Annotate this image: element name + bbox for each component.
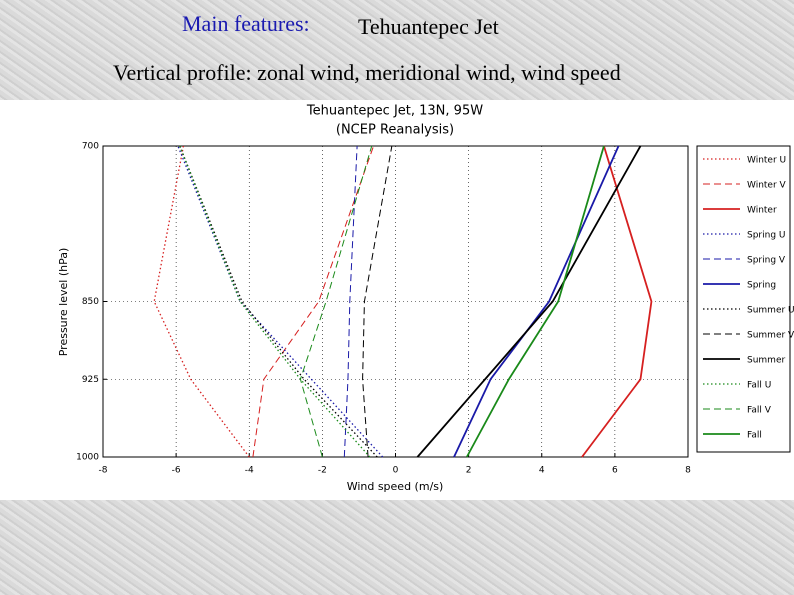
y-tick-label: 1000: [76, 453, 99, 463]
x-tick-label: 2: [466, 466, 472, 476]
legend-label: Summer: [747, 356, 785, 366]
series-line: [252, 145, 375, 458]
legend-box: [696, 145, 791, 453]
series-line: [153, 145, 250, 458]
plot-frame: [102, 145, 689, 458]
x-tick-label: -6: [172, 466, 181, 476]
chart-background: [0, 100, 794, 500]
x-tick-label: 4: [539, 466, 545, 476]
y-tick-label: 850: [82, 297, 99, 307]
x-tick-label: -8: [99, 466, 108, 476]
series-line: [299, 145, 373, 458]
legend-label: Winter U: [747, 156, 786, 166]
series-line: [179, 145, 371, 458]
x-tick-label: -2: [318, 466, 327, 476]
series-line: [179, 145, 378, 458]
series-line: [581, 145, 653, 458]
legend-label: Winter: [747, 206, 777, 216]
series-line: [466, 145, 605, 458]
heading-topic: Tehuantepec Jet: [358, 14, 499, 39]
legend-label: Spring: [747, 281, 776, 291]
legend-label: Spring V: [747, 256, 786, 266]
legend-label: Fall: [747, 431, 762, 441]
legend-label: Spring U: [747, 231, 786, 241]
legend-label: Fall V: [747, 406, 772, 416]
series-line: [416, 145, 642, 458]
series-line: [362, 145, 393, 458]
x-tick-label: -4: [245, 466, 254, 476]
y-tick-label: 925: [82, 375, 99, 385]
legend-label: Summer U: [747, 306, 794, 316]
x-tick-label: 6: [612, 466, 618, 476]
x-tick-label: 0: [393, 466, 399, 476]
legend-label: Winter V: [747, 181, 787, 191]
chart-subtitle: (NCEP Reanalysis): [336, 123, 454, 138]
series-line: [343, 145, 358, 458]
x-axis-label: Wind speed (m/s): [347, 480, 444, 493]
x-tick-label: 8: [685, 466, 691, 476]
legend-label: Summer V: [747, 331, 794, 341]
heading-label: Main features:: [182, 11, 310, 36]
series-line: [177, 145, 384, 458]
y-tick-label: 700: [82, 142, 99, 152]
y-axis-label: Pressure level (hPa): [57, 248, 70, 357]
slide-subtitle: Vertical profile: zonal wind, meridional…: [113, 60, 621, 85]
chart-title: Tehuantepec Jet, 13N, 95W: [306, 104, 483, 119]
legend-label: Fall U: [747, 381, 771, 391]
